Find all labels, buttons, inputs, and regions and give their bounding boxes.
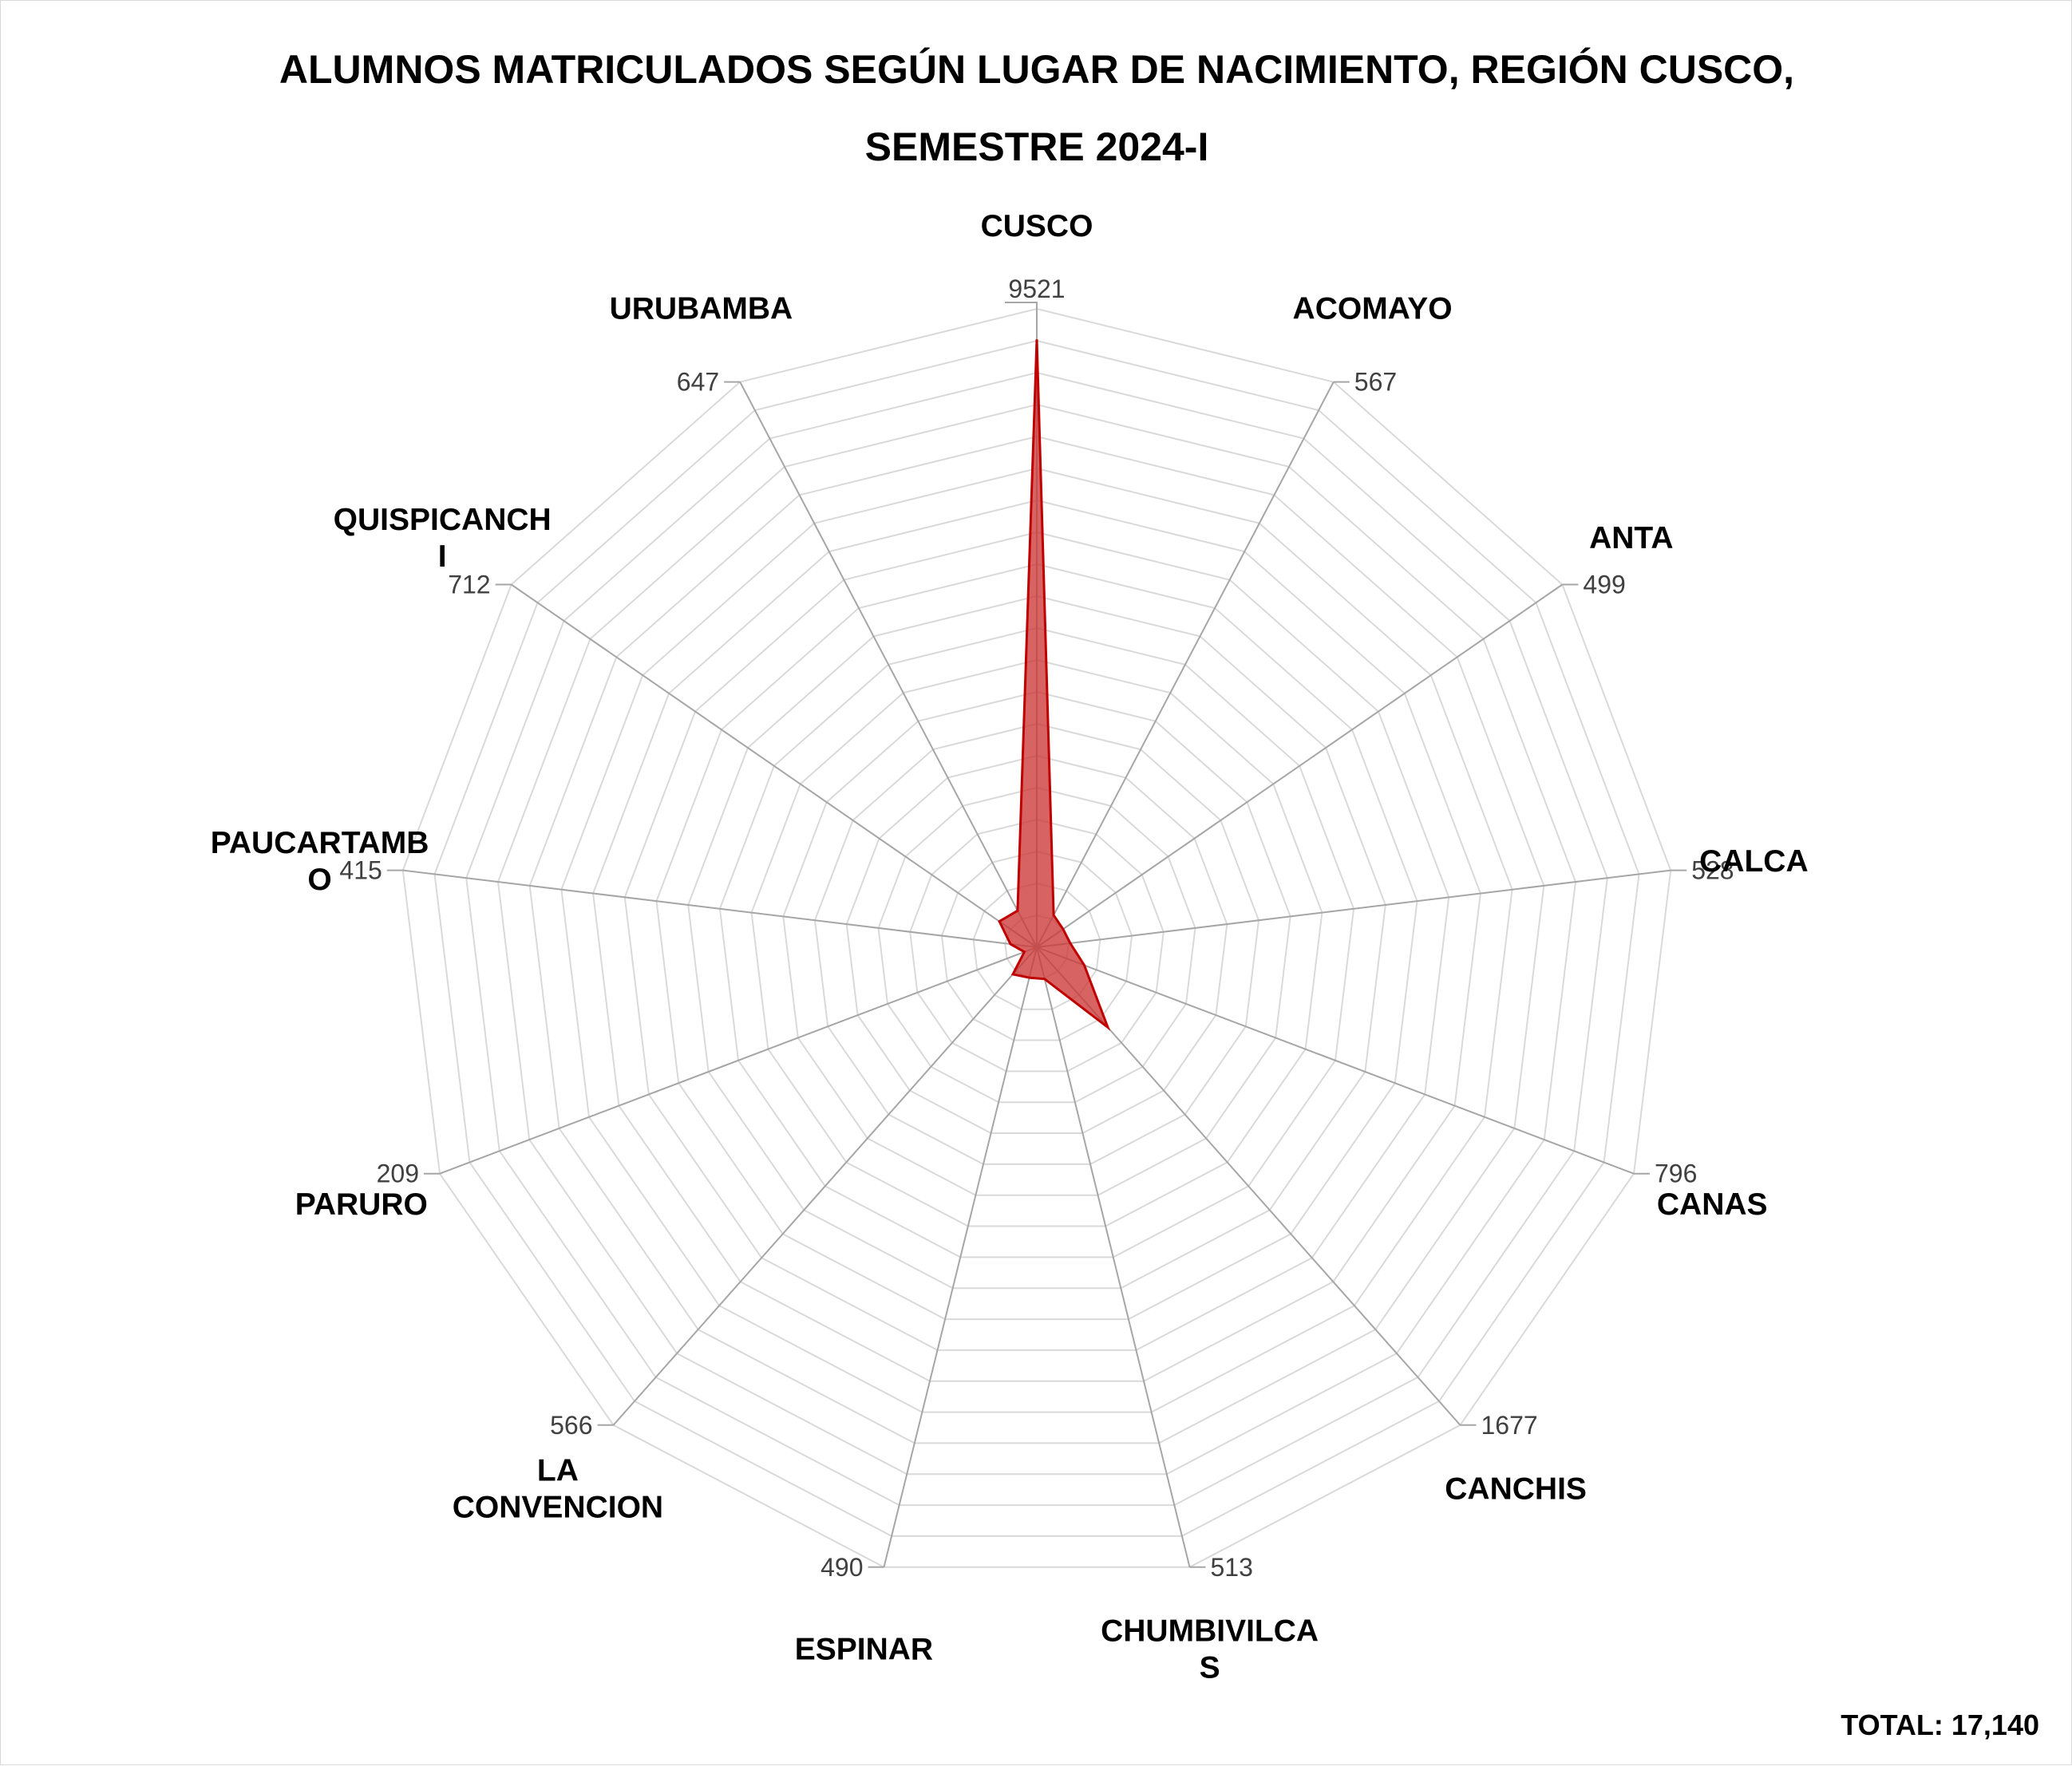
chart-title-line-2: SEMESTRE 2024-I (864, 124, 1209, 169)
category-label-4-line-0: CANAS (1657, 1187, 1768, 1222)
grid-ring-14 (592, 499, 1481, 1382)
category-label-9: PARURO (295, 1187, 428, 1222)
category-label-8-line-0: LA (537, 1453, 579, 1487)
data-label-12: 647 (677, 368, 719, 397)
data-label-3: 528 (1691, 856, 1734, 885)
category-label-3: CALCA (1699, 844, 1808, 879)
grid-ring-17 (496, 403, 1577, 1476)
grid-ring-13 (623, 531, 1450, 1351)
axis-spoke-10 (402, 869, 1038, 948)
series-area (998, 339, 1111, 1031)
axis-spoke-11 (511, 583, 1038, 948)
data-label-0: 9521 (1008, 275, 1065, 303)
data-label-11: 712 (448, 571, 490, 599)
data-label-6: 513 (1211, 1553, 1253, 1582)
category-label-10-line-0: PAUCARTAMB (211, 826, 429, 860)
grid-ring-10 (718, 626, 1355, 1258)
data-label-leaders (386, 302, 1687, 1568)
data-label-2: 499 (1583, 571, 1625, 599)
grid-ring-5 (877, 786, 1196, 1104)
axis-spoke-4 (1036, 946, 1635, 1175)
grid-ring-16 (528, 435, 1545, 1444)
grid-ring-15 (560, 467, 1513, 1413)
leader-0 (1005, 302, 1038, 309)
grid-ring-8 (782, 690, 1291, 1196)
axis-spoke-8 (612, 946, 1038, 1426)
grid-ring-18 (465, 371, 1608, 1507)
category-label-1-line-0: ACOMAYO (1293, 292, 1453, 326)
category-label-4: CANAS (1657, 1187, 1768, 1222)
category-label-5: CANCHIS (1445, 1472, 1587, 1506)
grid-ring-2 (972, 882, 1101, 1010)
grid-ring-7 (813, 722, 1260, 1165)
axis-spoke-2 (1036, 583, 1563, 948)
axis-spoke-12 (739, 381, 1038, 948)
total-note: TOTAL: 17,140 (1841, 1709, 2039, 1741)
category-label-6-line-0: CHUMBIVILCA (1101, 1614, 1319, 1649)
axis-spoke-7 (883, 946, 1038, 1568)
grid-ring-4 (909, 818, 1165, 1073)
category-labels: CUSCO ACOMAYO ANTA CALCA CANAS CANCHIS CHUMBIV… (211, 209, 1809, 1685)
chart-title: ALUMNOS MATRICULADOS SEGÚN LUGAR DE NACI… (1, 31, 2072, 186)
category-label-8-line-1: CONVENCION (453, 1490, 663, 1524)
grid-ring-19 (433, 339, 1640, 1537)
category-label-12: URUBAMBA (610, 292, 793, 326)
axis-spoke-1 (1036, 381, 1335, 948)
axis-spoke-9 (439, 946, 1038, 1175)
grid-ring-20 (401, 307, 1672, 1568)
data-label-8: 566 (550, 1411, 592, 1440)
category-label-1: ACOMAYO (1293, 292, 1453, 326)
data-labels: 9521 567 499 528 796 1677 513 490 566 209 415 712 64… (339, 275, 1734, 1582)
axis-spoke-3 (1036, 869, 1671, 948)
category-label-5-line-0: CANCHIS (1445, 1472, 1587, 1506)
grid-ring-12 (655, 563, 1418, 1321)
data-label-7: 490 (820, 1553, 863, 1582)
data-label-1: 567 (1354, 368, 1397, 397)
category-label-11-line-1: I (438, 539, 447, 574)
category-label-6-line-1: S (1200, 1651, 1220, 1685)
axis-spoke-6 (1036, 946, 1191, 1568)
radar-grid (401, 307, 1672, 1568)
category-label-9-line-0: PARURO (295, 1187, 428, 1222)
category-label-3-line-0: CALCA (1699, 844, 1808, 879)
data-label-4: 796 (1655, 1160, 1697, 1188)
category-label-2: ANTA (1589, 521, 1673, 555)
data-label-10: 415 (339, 856, 382, 885)
category-label-2-line-0: ANTA (1589, 521, 1673, 555)
data-label-9: 209 (377, 1160, 419, 1188)
radar-series (998, 339, 1111, 1031)
grid-ring-9 (750, 658, 1323, 1227)
category-label-7-line-0: ESPINAR (795, 1633, 933, 1667)
category-label-0: CUSCO (981, 209, 1093, 243)
category-label-0-line-0: CUSCO (981, 209, 1093, 243)
grid-ring-3 (940, 850, 1133, 1041)
category-label-7: ESPINAR (795, 1633, 933, 1667)
category-label-10-line-1: O (307, 863, 331, 897)
grid-ring-11 (687, 595, 1386, 1290)
data-label-5: 1677 (1481, 1411, 1538, 1440)
grid-ring-6 (845, 754, 1228, 1134)
category-label-12-line-0: URUBAMBA (610, 292, 793, 326)
category-label-11-line-0: QUISPICANCH (334, 503, 552, 537)
chart-title-line-1: ALUMNOS MATRICULADOS SEGÚN LUGAR DE NACI… (279, 47, 1795, 92)
